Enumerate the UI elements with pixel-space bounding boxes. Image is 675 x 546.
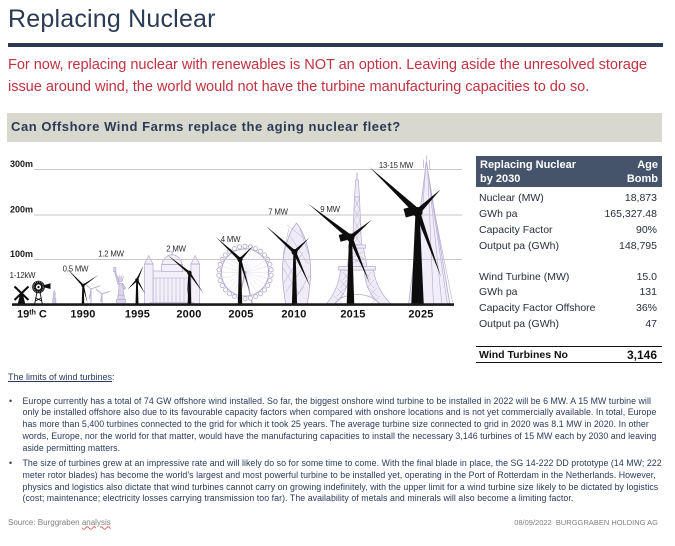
svg-text:2015: 2015 [340,309,365,321]
svg-text:13-15 MW: 13-15 MW [379,161,414,170]
svg-text:1-12kW: 1-12kW [10,271,37,280]
svg-text:19th C: 19th C [17,309,47,321]
svg-text:1995: 1995 [125,309,150,321]
svg-text:2005: 2005 [228,309,253,321]
svg-text:0.5 MW: 0.5 MW [63,265,89,274]
svg-text:2010: 2010 [281,309,306,321]
svg-text:2 MW: 2 MW [166,245,186,254]
svg-text:1990: 1990 [70,309,95,321]
svg-text:9 MW: 9 MW [320,205,340,214]
svg-text:300m: 300m [10,159,33,169]
svg-text:7 MW: 7 MW [268,208,288,217]
svg-text:1.2 MW: 1.2 MW [98,250,124,259]
svg-text:2000: 2000 [176,309,201,321]
svg-text:2025: 2025 [408,309,433,321]
svg-text:200m: 200m [10,205,33,215]
svg-text:4 MW: 4 MW [221,235,241,244]
svg-text:100m: 100m [10,249,33,259]
